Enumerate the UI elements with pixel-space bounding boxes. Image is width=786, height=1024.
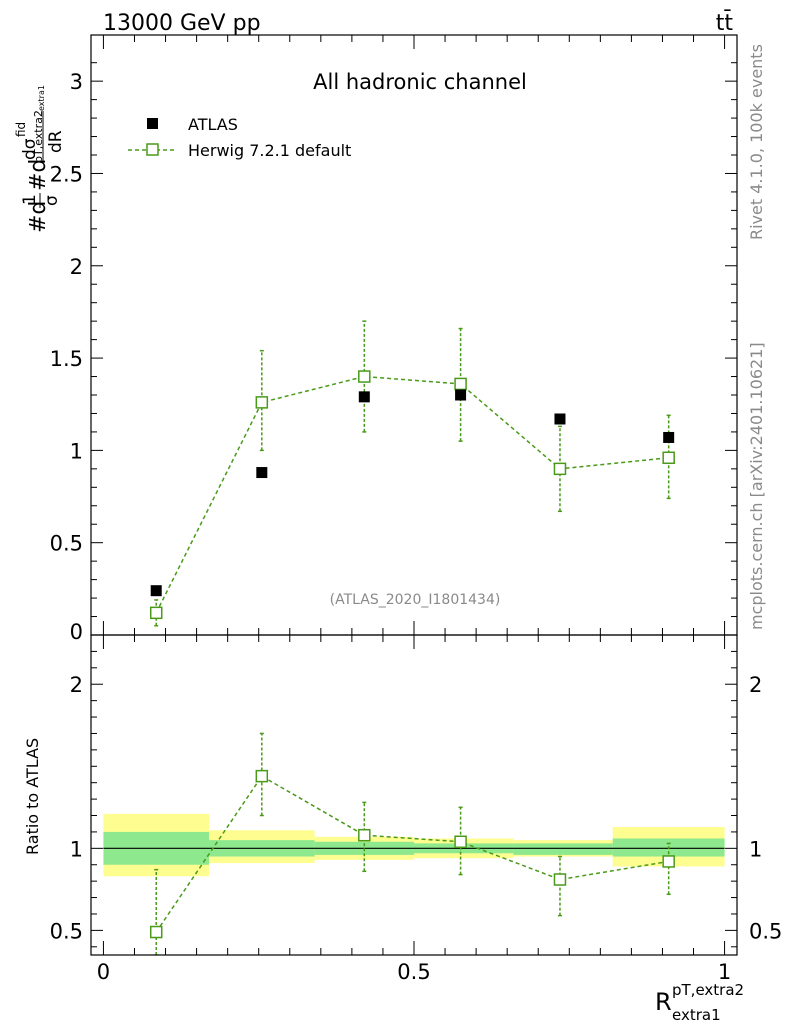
main-atlas-point — [663, 431, 675, 443]
main-atlas-point — [256, 467, 268, 479]
ratio-ytick-label-right: 0.5 — [749, 919, 782, 943]
main-atlas-point — [150, 585, 162, 597]
y-label-sigma: dσ — [20, 138, 40, 160]
axes: 0.5 1 1.5 2 2.5 3 0 0.5 0.5 1 1 2 2 0 0.5 1 — [50, 34, 782, 984]
x-label-sub: extra1 — [672, 1006, 721, 1024]
y-label-frac-den: σ — [42, 195, 62, 206]
main-ytick-label: 2.5 — [50, 162, 83, 186]
main-panel-series — [149, 320, 675, 627]
energy-label: 13000 GeV pp — [103, 11, 261, 36]
ratio-ytick-label-right: 1 — [749, 837, 762, 861]
main-mc-point — [553, 462, 567, 476]
process-label: tt̄ — [716, 10, 734, 36]
ratio-band-inner — [513, 843, 613, 855]
main-ytick-label: 3 — [70, 70, 83, 94]
ratio-ytick-label-left: 0.5 — [50, 919, 83, 943]
ratio-ytick-label-left: 1 — [70, 837, 83, 861]
legend: ATLAS Herwig 7.2.1 default — [128, 115, 351, 160]
ratio-ytick-label-left: 2 — [70, 673, 83, 697]
analysis-id: (ATLAS_2020_I1801434) — [330, 592, 501, 608]
main-mc-point — [662, 451, 675, 465]
ratio-ytick-label-right: 2 — [749, 673, 762, 697]
xtick-label: 1 — [718, 960, 731, 984]
main-ytick-label: 2 — [70, 255, 83, 279]
main-clip-group — [149, 320, 675, 627]
y-label-den: dR — [46, 130, 66, 153]
rivet-label: Rivet 4.1.0, 100k events — [747, 44, 766, 240]
x-axis-label: R pT,extra2 extra1 — [655, 981, 744, 1024]
ratio-frame — [90, 634, 738, 956]
ratio-clip-group — [149, 732, 675, 955]
ratio-mc-line — [155, 775, 669, 933]
main-mc-point — [255, 396, 269, 409]
legend-herwig-label: Herwig 7.2.1 default — [188, 141, 351, 160]
y-axis-label-main: #d 1 σ #d dσ fid pT,extra2 extra1 dR — [14, 85, 66, 233]
ratio-mc-point — [553, 873, 567, 886]
xtick-label: 0 — [97, 960, 110, 984]
y-axis-label-ratio: Ratio to ATLAS — [23, 738, 42, 855]
main-ytick-label: 1 — [70, 439, 83, 463]
ratio-panel-series — [149, 732, 675, 955]
main-atlas-point — [358, 391, 370, 403]
y-label-part-a: #d — [26, 201, 51, 233]
main-mc-line — [155, 375, 669, 614]
y-label-sigma-sup: fid — [14, 122, 28, 137]
ratio-mc-point — [255, 769, 269, 783]
channel-title: All hadronic channel — [313, 70, 527, 94]
y-label-sub2: extra1 — [37, 85, 46, 111]
ratio-bands — [103, 813, 725, 877]
x-label-main: R — [655, 988, 672, 1016]
mcplots-label: mcplots.cern.ch [arXiv:2401.10621] — [747, 342, 766, 630]
legend-atlas-label: ATLAS — [188, 115, 238, 134]
ratio-mc-point — [149, 925, 163, 939]
legend-herwig-marker — [146, 143, 159, 156]
main-mc-point — [454, 377, 467, 391]
ratio-mc-point — [454, 835, 467, 849]
main-atlas-point — [455, 389, 467, 401]
main-atlas-point — [554, 413, 566, 425]
main-mc-point — [358, 370, 371, 383]
x-label-sup: pT,extra2 — [672, 981, 744, 999]
legend-atlas-marker — [147, 118, 158, 129]
xtick-label: 0.5 — [397, 960, 430, 984]
main-ytick-label-zero: 0 — [70, 620, 83, 644]
y-label-part-b: #d — [26, 159, 51, 191]
y-label-sub: pT,extra2 — [32, 110, 45, 163]
y-label-frac-num: 1 — [20, 194, 40, 205]
ratio-mc-point — [662, 855, 675, 868]
ratio-mc-point — [358, 828, 371, 842]
main-ytick-label: 0.5 — [50, 532, 83, 556]
main-ytick-label: 1.5 — [50, 347, 83, 371]
main-mc-point — [149, 606, 163, 620]
